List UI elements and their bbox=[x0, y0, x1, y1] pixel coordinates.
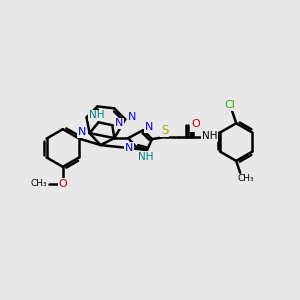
Text: N: N bbox=[128, 112, 136, 122]
Text: N: N bbox=[125, 143, 134, 153]
Text: NH: NH bbox=[202, 131, 217, 141]
Text: Cl: Cl bbox=[225, 100, 236, 110]
Text: N: N bbox=[115, 118, 124, 128]
Text: O: O bbox=[191, 119, 200, 129]
Text: CH₃: CH₃ bbox=[31, 179, 47, 188]
Text: CH₃: CH₃ bbox=[238, 174, 254, 183]
Text: NH: NH bbox=[138, 152, 154, 162]
Text: N: N bbox=[77, 127, 86, 137]
Text: NH: NH bbox=[89, 110, 104, 120]
Text: S: S bbox=[161, 124, 169, 137]
Text: O: O bbox=[58, 179, 67, 189]
Text: N: N bbox=[145, 122, 153, 132]
Text: O: O bbox=[190, 121, 199, 131]
